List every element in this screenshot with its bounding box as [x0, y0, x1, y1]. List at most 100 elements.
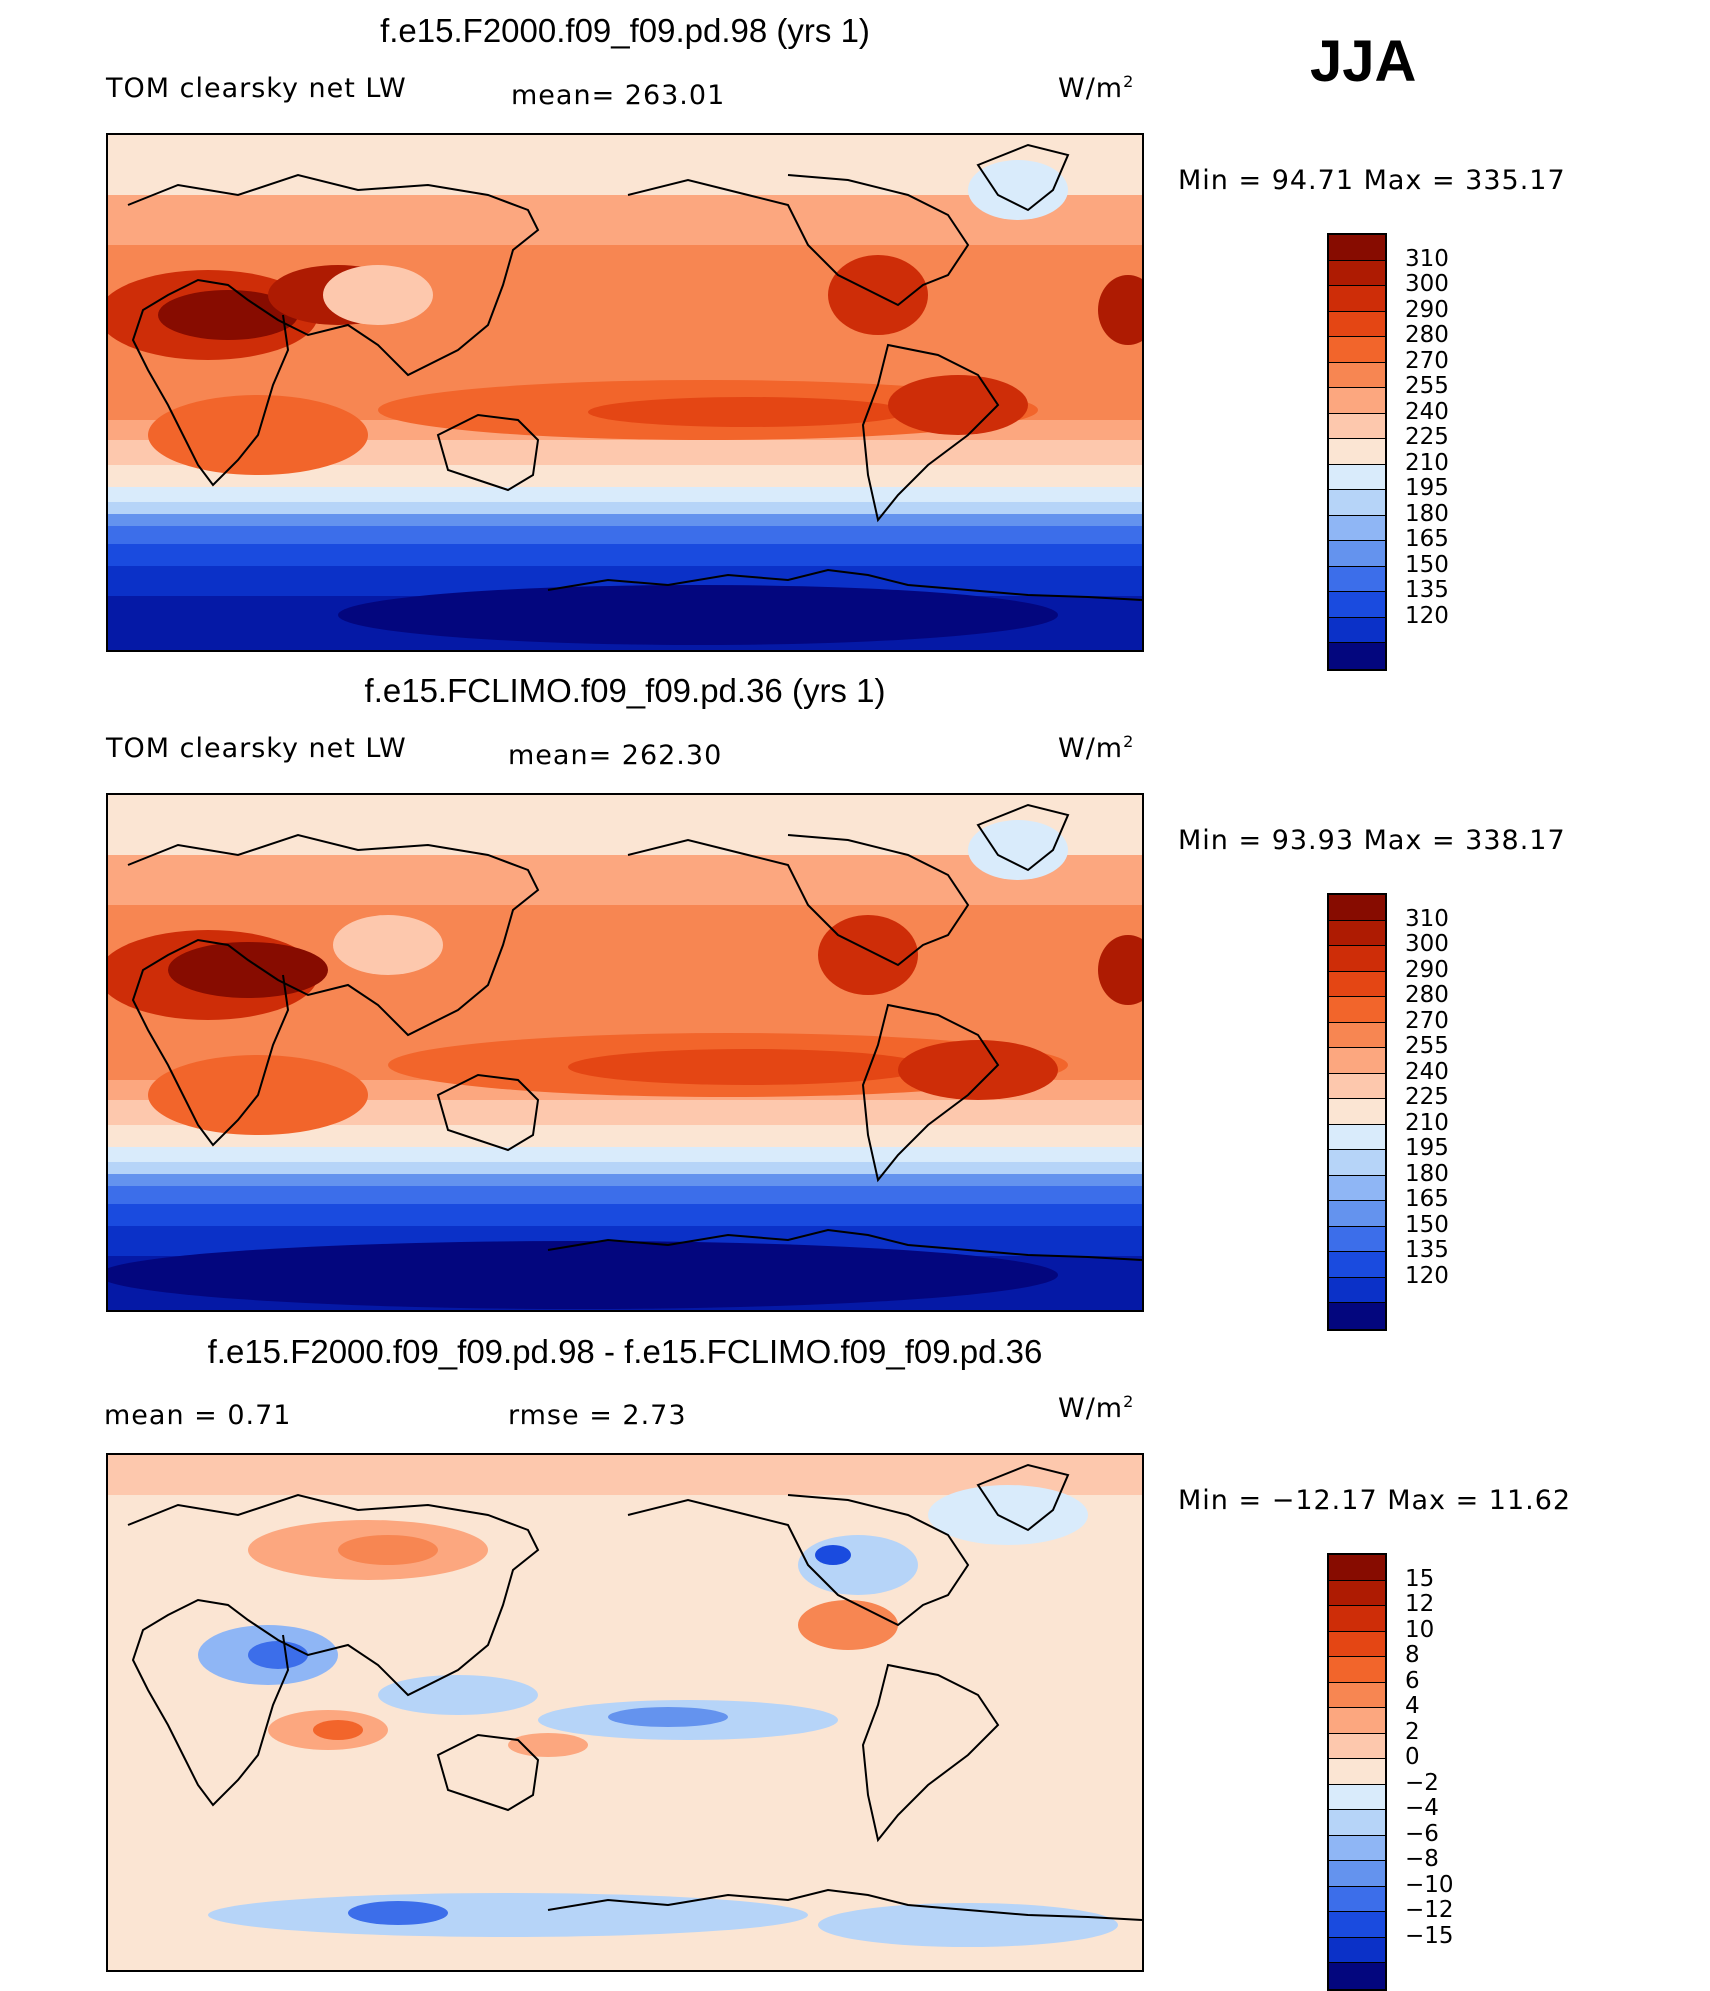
coastline-eurasia-africa	[127, 833, 540, 1147]
panel-2-units-label: W/m2	[1058, 732, 1134, 764]
colorbar-swatch	[1329, 1886, 1385, 1912]
colorbar-tick-label: 4	[1405, 1693, 1420, 1719]
colorbar-swatch	[1329, 1810, 1385, 1836]
coastline-north-america	[627, 834, 970, 967]
south-atlantic-cool	[818, 1903, 1118, 1947]
southern-ocean-core	[348, 1901, 448, 1925]
colorbar-tick-label: 15	[1405, 1565, 1435, 1592]
colorbar-swatch	[1329, 1124, 1385, 1150]
colorbar-tick-label: 180	[1405, 1160, 1449, 1187]
panel-3-minmax: Min = −12.17 Max = 11.62	[1178, 1485, 1572, 1516]
greenland-cool	[968, 820, 1068, 880]
colorbar-swatch	[1329, 337, 1385, 363]
coastline-north-america	[627, 174, 970, 307]
colorbar-swatch	[1329, 1657, 1385, 1683]
panel-1-mean-label: mean= 263.01	[511, 80, 726, 111]
colorbar-tick-label: 0	[1405, 1744, 1420, 1770]
colorbar-swatch	[1329, 946, 1385, 972]
colorbar-tick-label: 255	[1405, 1033, 1449, 1059]
colorbar-swatch	[1329, 490, 1385, 516]
colorbar-swatch	[1329, 1912, 1385, 1938]
n-africa-edge-warm	[1098, 275, 1142, 345]
colorbar-tick-label: 8	[1405, 1642, 1420, 1668]
colorbar-swatch	[1329, 1099, 1385, 1125]
panel-1-minmax: Min = 94.71 Max = 335.17	[1178, 165, 1566, 196]
panel-3-units-label: W/m2	[1058, 1392, 1134, 1424]
coastline-australia	[436, 1733, 540, 1812]
colorbar-tick-label: 10	[1405, 1616, 1435, 1643]
colorbar-swatch	[1329, 617, 1385, 643]
panel-2-units-exponent: 2	[1123, 732, 1135, 751]
colorbar-tick-label: −2	[1405, 1769, 1439, 1796]
sahara-core	[168, 942, 328, 998]
indian-ocean-core	[313, 1720, 363, 1740]
band-south-midlat-2	[108, 465, 1142, 487]
panel-1-map-svg	[108, 135, 1142, 650]
band-south-cool-4	[108, 1186, 1142, 1204]
n-africa-edge-warm	[1098, 935, 1142, 1005]
colorbar-swatch	[1329, 1937, 1385, 1963]
colorbar-tick-label: 12	[1405, 1591, 1435, 1617]
colorbar-tick-label: 300	[1405, 931, 1449, 957]
colorbar-tick-label: 2	[1405, 1718, 1420, 1745]
coastline-greenland	[976, 803, 1070, 872]
coastline-south-america	[861, 343, 1000, 523]
coastline-eurasia-africa	[127, 173, 540, 487]
coastline-antarctica	[547, 1888, 1142, 1921]
panel-2-colorbar	[1327, 893, 1387, 1331]
band-south-cool-3	[108, 1174, 1142, 1186]
pacific-warm-spot	[508, 1733, 588, 1757]
colorbar-swatch	[1329, 1759, 1385, 1785]
coastlines	[127, 1463, 1142, 1921]
colorbar-tick-label: −12	[1405, 1897, 1454, 1923]
colorbar-tick-label: 255	[1405, 373, 1449, 399]
panel-3-units-exponent: 2	[1123, 1392, 1135, 1411]
tibet-cool	[323, 265, 433, 325]
n-america-core	[815, 1545, 851, 1565]
greenland-cool	[968, 160, 1068, 220]
tibet-cool	[333, 915, 443, 975]
colorbar-tick-label: 150	[1405, 551, 1449, 578]
colorbar-swatch	[1329, 1784, 1385, 1810]
colorbar-swatch	[1329, 1022, 1385, 1048]
colorbar-tick-label: 210	[1405, 449, 1449, 476]
tropical-pacific-core	[568, 1049, 928, 1085]
colorbar-tick-label: 135	[1405, 577, 1449, 603]
colorbar-swatch	[1329, 1277, 1385, 1303]
colorbar-swatch	[1329, 1733, 1385, 1759]
panel-2-map-svg	[108, 795, 1142, 1310]
colorbar-swatch	[1329, 1150, 1385, 1176]
colorbar-swatch	[1329, 413, 1385, 439]
colorbar-swatch	[1329, 920, 1385, 946]
colorbar-swatch	[1329, 1201, 1385, 1227]
colorbar-swatch	[1329, 260, 1385, 286]
colorbar-tick-label: 270	[1405, 1007, 1449, 1034]
colorbar-swatch	[1329, 1861, 1385, 1887]
panel-2-units: W/m	[1058, 733, 1124, 764]
band-south-cool-5	[108, 1204, 1142, 1226]
season-label: JJA	[1310, 29, 1417, 94]
panel-2-minmax: Min = 93.93 Max = 338.17	[1178, 825, 1566, 856]
coastline-antarctica	[547, 568, 1142, 601]
colorbar-tick-label: 225	[1405, 424, 1449, 450]
colorbar-swatch	[1329, 1606, 1385, 1632]
colorbar-swatch	[1329, 1303, 1385, 1329]
colorbar-tick-label: 290	[1405, 296, 1449, 323]
colorbar-tick-label: 150	[1405, 1211, 1449, 1238]
colorbar-tick-label: 310	[1405, 245, 1449, 272]
band-south-cool-5	[108, 544, 1142, 566]
tropical-pacific-core	[608, 1707, 728, 1727]
siberia-core	[338, 1535, 438, 1565]
colorbar-swatch	[1329, 1835, 1385, 1861]
colorbar-swatch	[1329, 362, 1385, 388]
colorbar-tick-label: 270	[1405, 347, 1449, 374]
band-south-cool-2	[108, 1162, 1142, 1174]
colorbar-tick-label: 225	[1405, 1084, 1449, 1110]
maritime-cool	[378, 1675, 538, 1715]
colorbar-tick-label: 280	[1405, 322, 1449, 348]
colorbar-swatch	[1329, 971, 1385, 997]
colorbar-swatch	[1329, 1252, 1385, 1278]
colorbar-tick-label: 300	[1405, 271, 1449, 297]
coastline-south-america	[861, 1663, 1000, 1843]
colorbar-tick-label: −6	[1405, 1820, 1439, 1847]
